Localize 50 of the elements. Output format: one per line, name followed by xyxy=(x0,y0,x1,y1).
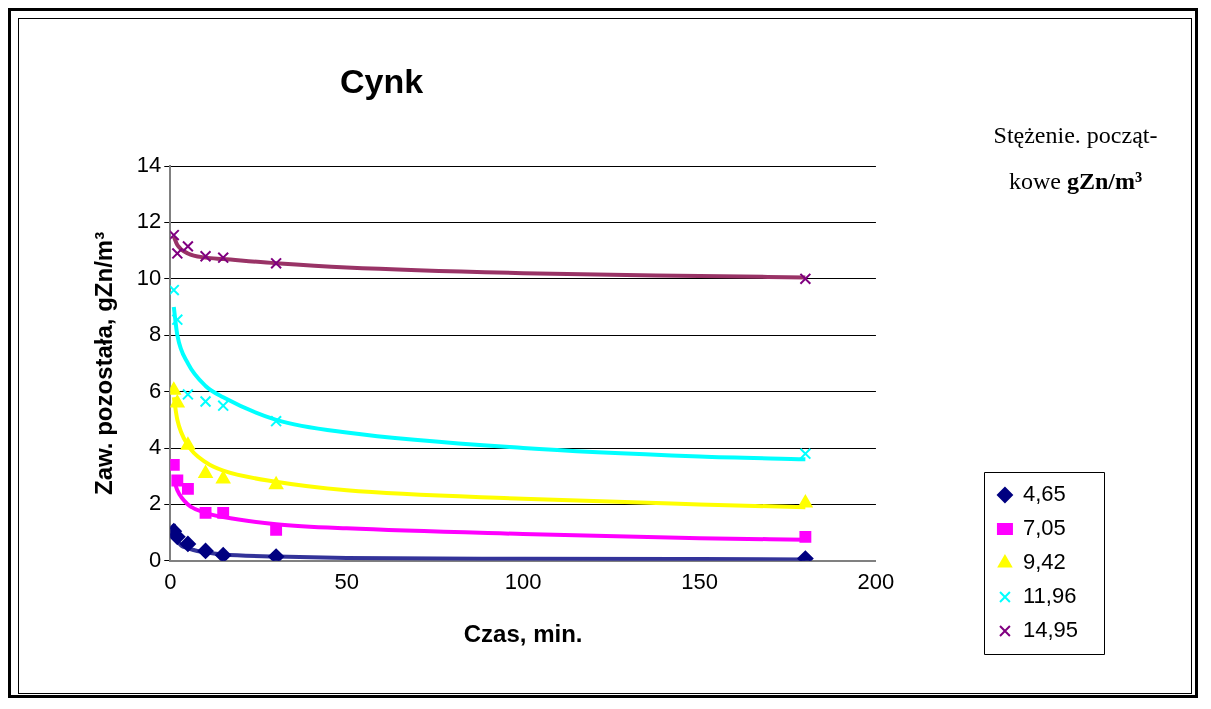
point xyxy=(216,471,231,484)
point xyxy=(181,388,194,401)
point xyxy=(217,251,230,264)
point xyxy=(799,272,812,285)
point xyxy=(269,476,284,490)
point xyxy=(268,548,285,561)
legend-label: 9,42 xyxy=(1022,549,1066,575)
point xyxy=(199,506,212,519)
y-tick-label: 12 xyxy=(136,208,162,234)
y-axis-title: Zaw. pozostała, gZn/m³ xyxy=(90,231,118,495)
legend-label: 14,95 xyxy=(1022,617,1079,643)
point xyxy=(197,542,214,559)
x-tick-label: 150 xyxy=(681,569,718,595)
point xyxy=(171,474,184,487)
point xyxy=(799,447,812,460)
x-tick-label: 50 xyxy=(334,569,359,595)
y-tick-label: 4 xyxy=(149,434,162,460)
point xyxy=(199,250,212,263)
point xyxy=(198,465,213,478)
legend-label: 7,05 xyxy=(1022,515,1066,541)
point xyxy=(798,494,813,508)
x-axis-title: Czas, min. xyxy=(463,620,583,648)
x-tick-label: 100 xyxy=(504,569,542,595)
y-tick-label: 6 xyxy=(149,377,162,403)
y-tick-label: 10 xyxy=(136,264,162,290)
point xyxy=(217,399,230,412)
x-tick-label: 200 xyxy=(857,569,895,595)
chart-title: Cynk xyxy=(340,62,424,101)
point xyxy=(270,415,283,428)
point xyxy=(199,395,212,408)
point xyxy=(170,394,185,408)
y-tick-label: 2 xyxy=(149,490,162,516)
y-tick-label: 0 xyxy=(149,546,162,572)
line-series xyxy=(171,305,808,462)
point xyxy=(217,506,230,519)
y-tick-label: 8 xyxy=(149,321,162,347)
legend-title: Stężenie. począt-kowe gZn/m³ xyxy=(993,122,1158,194)
y-tick-label: 14 xyxy=(136,152,162,178)
line-series xyxy=(171,234,808,280)
point xyxy=(179,535,196,552)
point xyxy=(171,313,184,326)
legend-label: 4,65 xyxy=(1022,481,1066,507)
point xyxy=(171,247,184,260)
point xyxy=(180,437,195,450)
point xyxy=(799,530,812,543)
legend-label: 11,96 xyxy=(1022,583,1077,609)
point xyxy=(181,482,194,495)
point xyxy=(270,257,283,270)
point xyxy=(215,547,232,561)
point xyxy=(181,240,194,253)
